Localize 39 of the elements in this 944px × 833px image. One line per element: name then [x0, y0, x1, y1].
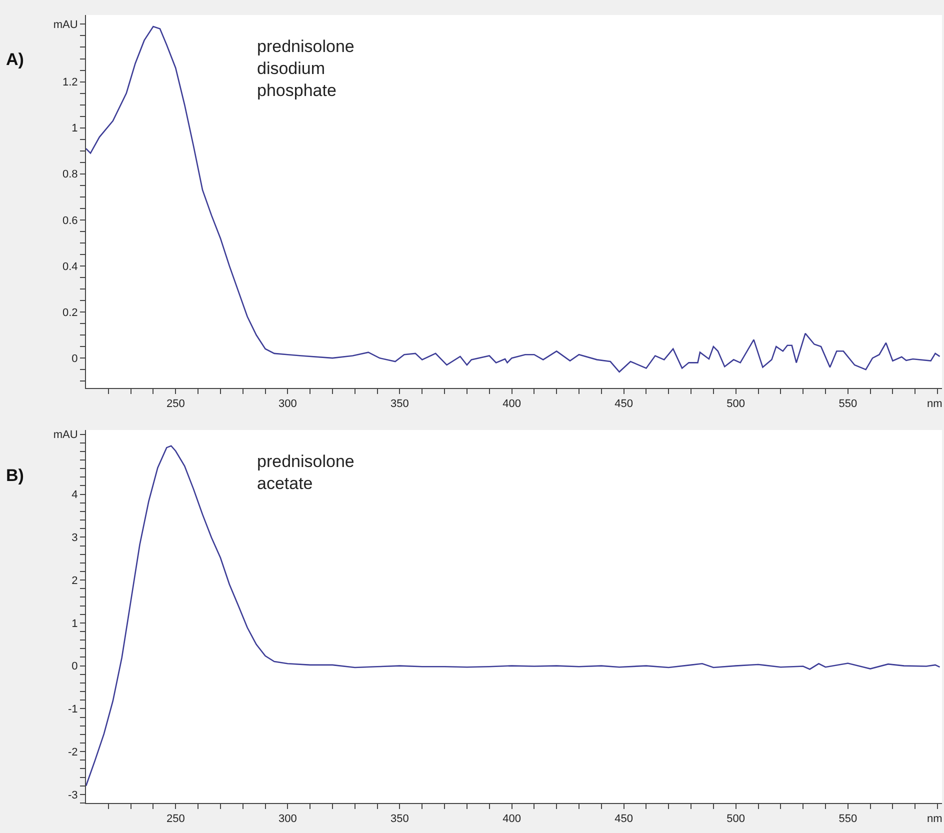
y-tick-label: 3: [72, 532, 78, 544]
annotation: prednisolone disodium phosphate: [257, 37, 354, 100]
x-tick-label: 400: [502, 813, 521, 826]
y-tick-label: mAU: [53, 19, 78, 32]
y-tick-label: 0: [72, 660, 78, 673]
x-tick-label: 350: [390, 398, 409, 410]
y-tick-label: 1.2: [62, 76, 78, 89]
y-tick-label: 0.8: [62, 168, 78, 181]
annotation: prednisolone acetate: [257, 452, 354, 494]
x-tick-label: 300: [278, 398, 297, 410]
x-axis-title: nm: [927, 813, 942, 825]
x-tick-label: 250: [166, 398, 185, 410]
x-tick-label: 250: [166, 813, 185, 826]
x-tick-label: 500: [726, 813, 746, 826]
x-tick-label: 400: [502, 398, 521, 410]
y-tick-label: 0: [72, 352, 78, 365]
x-tick-label: 550: [838, 398, 858, 410]
text: A): [6, 50, 24, 69]
x-tick-label: 450: [614, 813, 633, 826]
y-tick-label: 0.4: [62, 260, 78, 273]
x-axis-title: nm: [927, 398, 942, 410]
x-tick-label: 300: [278, 813, 297, 826]
y-tick-label: 1: [72, 618, 78, 630]
y-tick-label: -3: [68, 789, 78, 802]
x-tick-label: 350: [390, 813, 409, 826]
y-tick-label: 0.2: [62, 306, 78, 319]
y-tick-label: mAU: [53, 429, 78, 442]
text: B): [6, 466, 24, 485]
y-tick-label: -2: [68, 746, 78, 758]
y-tick-label: -1: [68, 704, 78, 716]
x-tick-label: 500: [726, 398, 746, 410]
y-tick-label: 4: [72, 489, 78, 502]
y-tick-label: 1: [72, 122, 78, 135]
y-tick-label: 2: [72, 574, 78, 587]
x-tick-label: 550: [838, 813, 858, 826]
line-series: [86, 445, 940, 786]
line-series: [86, 26, 940, 373]
y-tick-label: 0.6: [62, 214, 78, 227]
x-tick-label: 450: [614, 398, 633, 410]
